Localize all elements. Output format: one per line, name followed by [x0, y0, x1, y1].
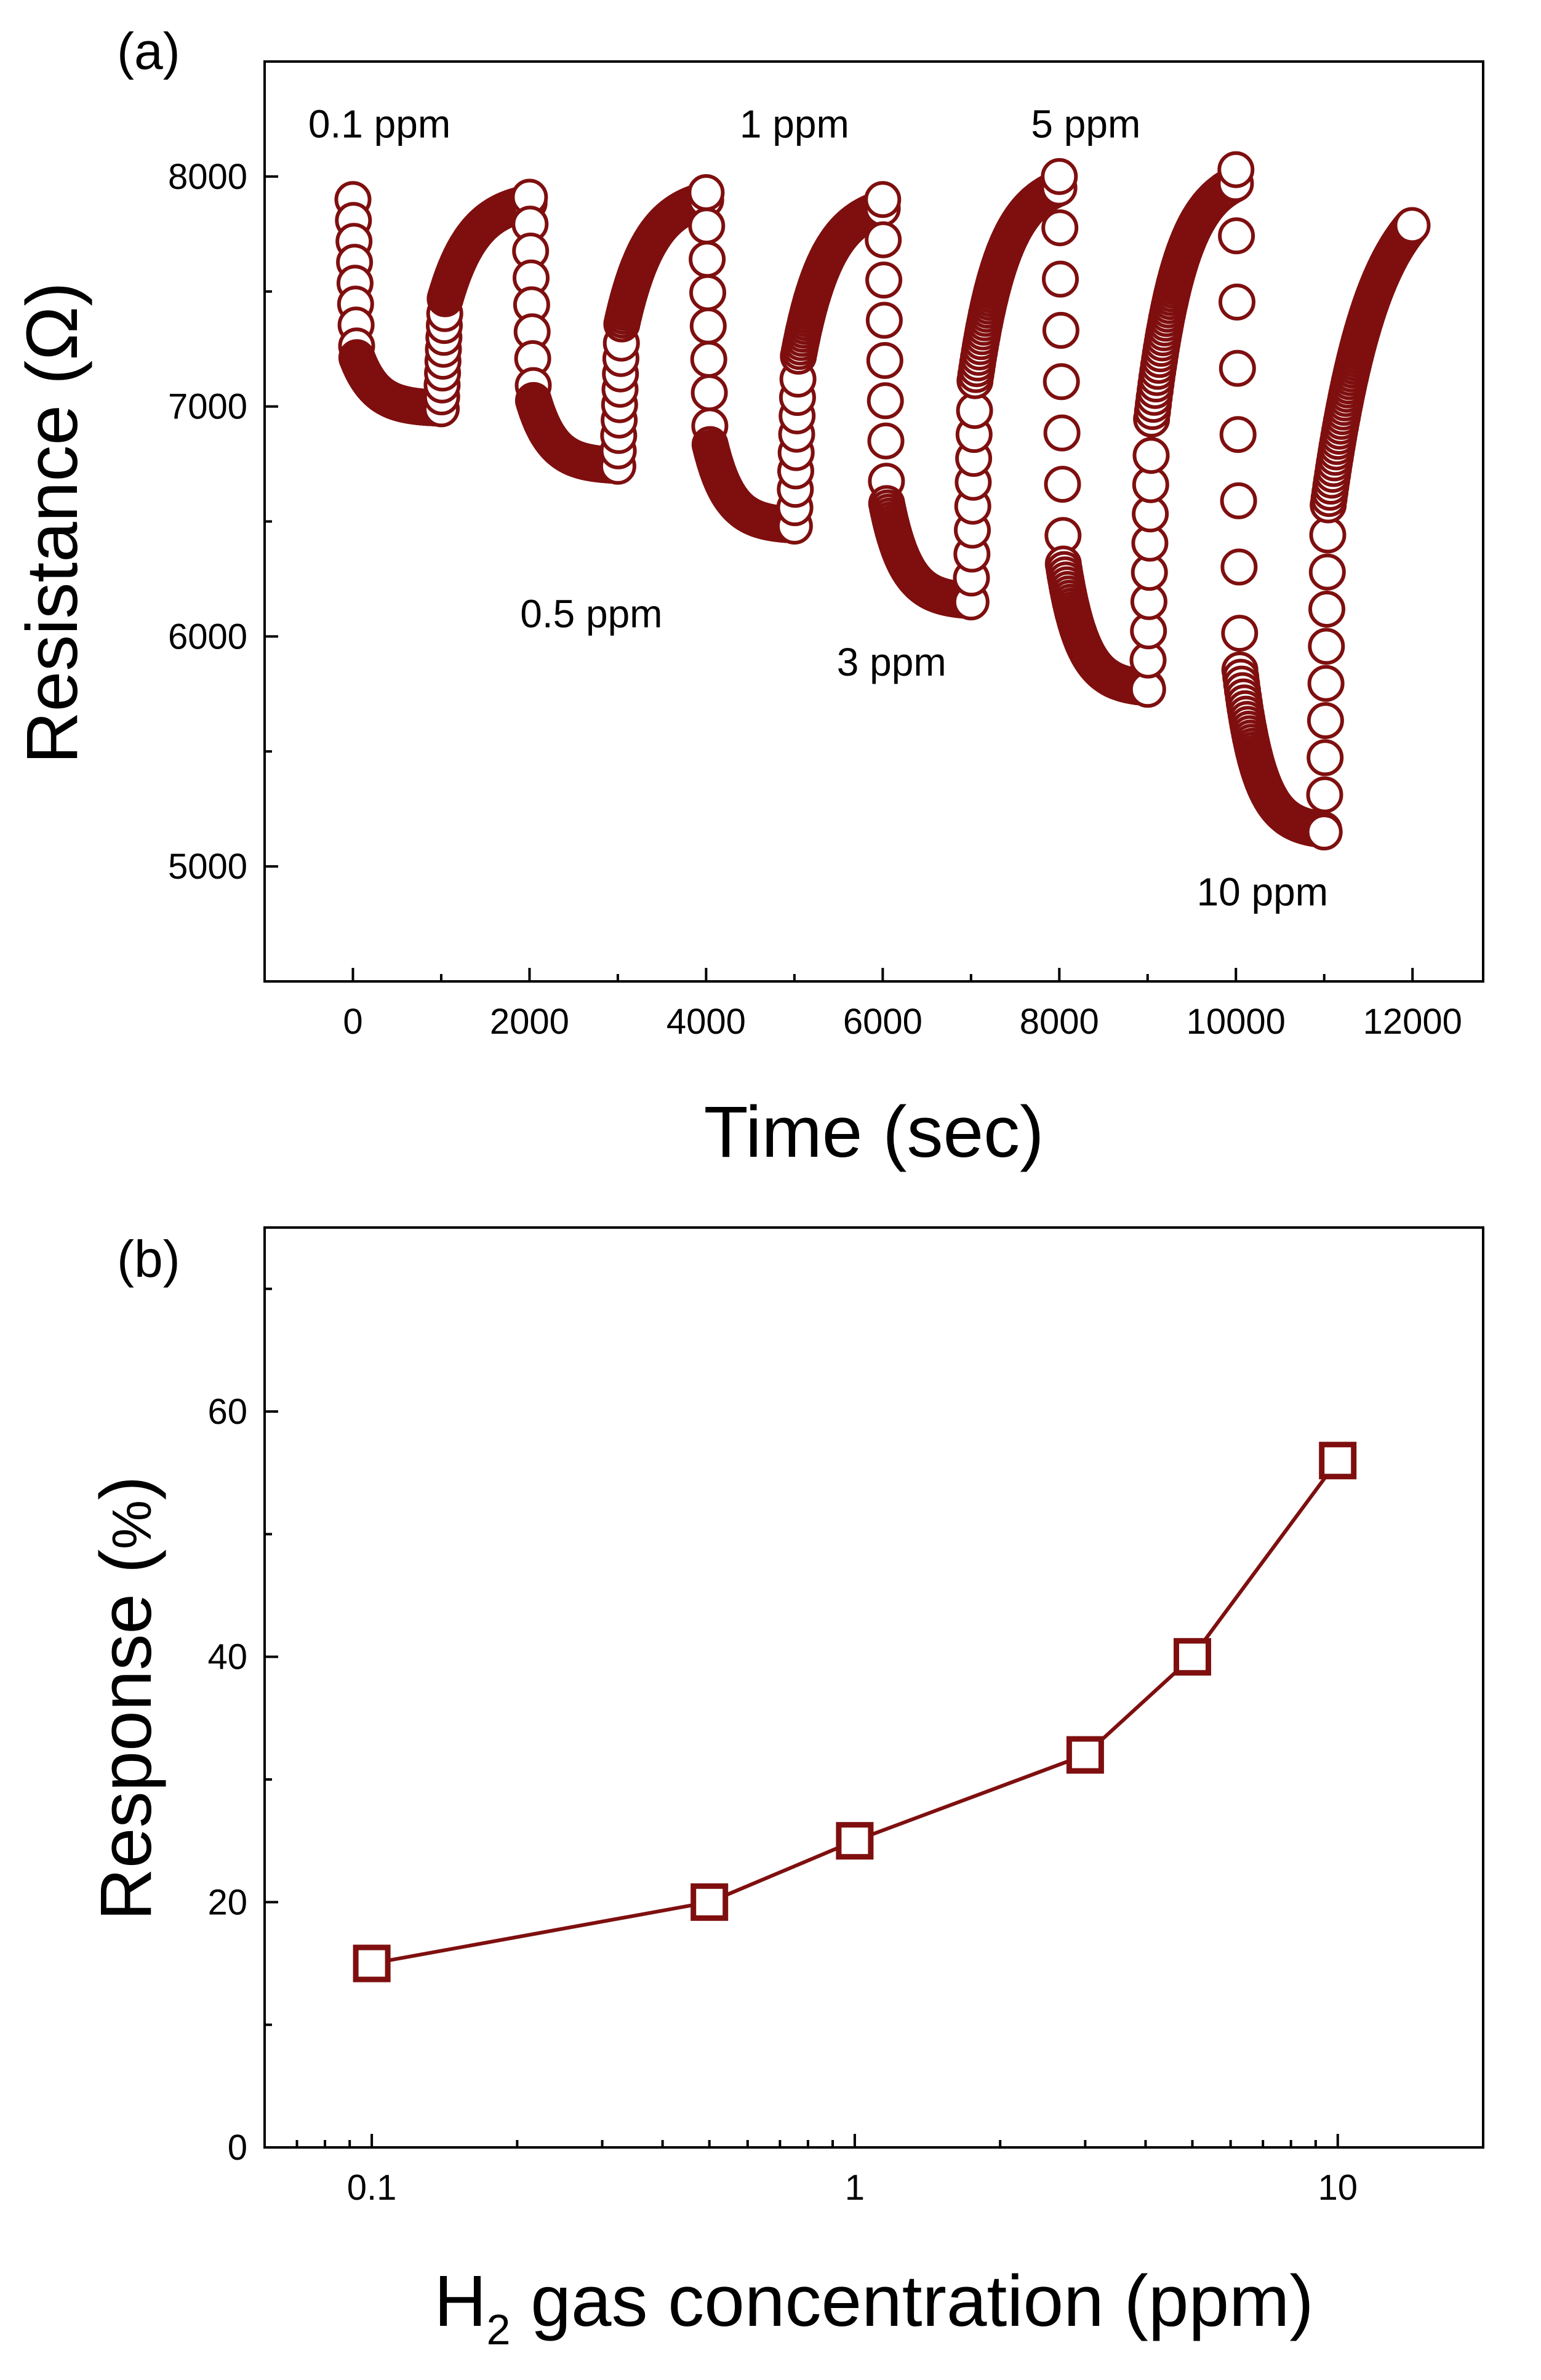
panel-a-data-points [334, 151, 1431, 851]
panel-a-y-axis-title-text: Resistance ( [12, 361, 93, 764]
panel-a-y-tick-label: 5000 [168, 847, 247, 887]
panel-a-data-point [864, 181, 902, 218]
panel-a-data-point [1307, 739, 1344, 777]
panel-b-x-tick-label: 0.1 [347, 2168, 397, 2208]
panel-a-data-point [690, 374, 728, 412]
panel-a-data-point [865, 262, 903, 299]
panel-a-annotations: 0.1 ppm 0.5 ppm 1 ppm 3 ppm 5 ppm 10 ppm [308, 102, 1328, 914]
panel-b-y-tick-label: 0 [228, 2128, 247, 2168]
panel-b-data-point [1319, 1442, 1357, 1480]
panel-a-data-point [866, 341, 903, 379]
panel-a-data-point [689, 241, 726, 278]
panel-b-y-tick-label: 20 [207, 1882, 247, 1922]
panel-b-x-axis-title: H2 gas concentration (ppm) [434, 2261, 1313, 2354]
panel-a-y-axis-title: Resistance (Ω) [12, 282, 93, 764]
panel-a-y-ticks: 5000 6000 7000 8000 [168, 60, 278, 983]
panel-a-data-point [690, 341, 727, 378]
panel-a-x-axis-title: Time (sec) [704, 1092, 1044, 1173]
panel-b-data-point [836, 1822, 874, 1860]
panel-a-data-point [1307, 665, 1345, 702]
panel-a-data-point [1043, 414, 1081, 452]
panel-a-data-point [867, 382, 904, 420]
panel-a-x-tick-label: 2000 [490, 1002, 569, 1042]
panel-a-data-point [1308, 628, 1345, 665]
panel-a-data-point [1307, 702, 1344, 740]
panel-a-annotation: 10 ppm [1197, 870, 1328, 914]
panel-a-annotation: 1 ppm [740, 102, 849, 146]
panel-a-y-tick-label: 8000 [168, 157, 247, 197]
panel-b-x-ticks: 0.1 1 10 [263, 2134, 1484, 2208]
panel-a-data-point [1219, 283, 1255, 321]
panel-a-x-tick-label: 0 [343, 1002, 362, 1042]
panel-a-data-point [1220, 482, 1257, 519]
panel-a-data-point [1042, 311, 1079, 349]
panel-a-y-axis-title-unit: Ω [12, 306, 93, 361]
panel-a-data-point [1221, 615, 1259, 652]
panel-b-x-tick-label: 10 [1318, 2168, 1358, 2208]
panel-a-data-point [1041, 209, 1079, 247]
panel-b-x-tick-label: 1 [845, 2168, 865, 2208]
panel-a-y-tick-label: 7000 [168, 387, 247, 427]
panel-a-x-tick-label: 4000 [666, 1002, 746, 1042]
panel-a-x-tick-label: 8000 [1020, 1002, 1099, 1042]
panel-a-data-point [1043, 363, 1080, 401]
panel-a-annotation: 3 ppm [837, 640, 947, 684]
panel-a-x-tick-label: 6000 [843, 1002, 923, 1042]
panel-b-data-point [1174, 1638, 1211, 1676]
panel-a-data-point [1218, 217, 1255, 255]
panel-a-data-point [1044, 466, 1081, 503]
panel-a-data-point [689, 307, 727, 345]
panel-a-data-point [1042, 260, 1079, 298]
panel-b-y-ticks: 0 20 40 60 [207, 1287, 278, 2168]
panel-b-plot-frame [263, 1226, 1484, 2149]
panel-b-y-axis-title-close: ) [86, 1476, 167, 1500]
panel-b-response-chart: (b) 0.1 1 10 0 20 40 60 H2 gas concentration … [86, 1226, 1484, 2354]
panel-a-label: (a) [117, 22, 180, 80]
panel-a-y-axis-title-close: ) [12, 282, 93, 306]
panel-a-annotation: 0.1 ppm [308, 102, 450, 146]
panel-a-data-point [688, 207, 726, 245]
panel-b-x-axis-title-rest: gas concentration (ppm) [510, 2261, 1313, 2342]
panel-b-y-tick-label: 40 [207, 1637, 247, 1677]
panel-a-data-point [1306, 776, 1343, 813]
panel-a-data-point [1305, 813, 1343, 851]
panel-a-data-point [867, 422, 905, 460]
panel-b-y-axis-title-unit: % [102, 1500, 163, 1549]
panel-a-data-point [1393, 207, 1431, 244]
panel-a-data-point [1219, 349, 1256, 387]
panel-a-data-point [1308, 591, 1345, 628]
panel-a-data-point [687, 174, 725, 211]
panel-b-x-axis-title-subscript: 2 [487, 2306, 511, 2354]
panel-a-data-point [1217, 151, 1255, 188]
panel-a-data-point [1220, 548, 1258, 586]
panel-b-y-axis-title: Response (%) [86, 1476, 167, 1921]
panel-a-y-tick-label: 6000 [168, 617, 247, 657]
panel-a-data-point [1219, 416, 1257, 453]
panel-b-y-axis-title-text: Response ( [86, 1549, 167, 1920]
panel-b-y-tick-label: 60 [207, 1392, 247, 1432]
panel-a-data-point [689, 274, 726, 311]
panel-a-x-tick-label: 10000 [1187, 1002, 1286, 1042]
panel-a-data-point [1309, 516, 1347, 554]
panel-b-x-axis-title-main: H [434, 2261, 486, 2342]
panel-b-series-line [371, 1459, 1340, 1965]
panel-a-data-point [865, 221, 902, 258]
panel-b-data-point [353, 1944, 391, 1983]
panel-b-data-point [690, 1883, 729, 1921]
panel-a-resistance-chart: (a) 0 2000 4000 6000 8000 10000 12000 5000 6000… [12, 22, 1484, 1173]
panel-a-data-point [1041, 158, 1078, 195]
panel-a-annotation: 5 ppm [1031, 102, 1140, 146]
panel-a-x-ticks: 0 2000 4000 6000 8000 10000 12000 [263, 968, 1462, 1042]
panel-a-data-point [1308, 553, 1346, 591]
panel-a-data-point [865, 301, 903, 339]
panel-a-x-tick-label: 12000 [1363, 1002, 1462, 1042]
panel-b-data-point [1066, 1736, 1104, 1774]
panel-a-annotation: 0.5 ppm [520, 591, 662, 636]
panel-b-label: (b) [117, 1230, 180, 1288]
panel-a-data-point [1132, 437, 1170, 474]
panel-b-data-points [353, 1442, 1357, 1983]
